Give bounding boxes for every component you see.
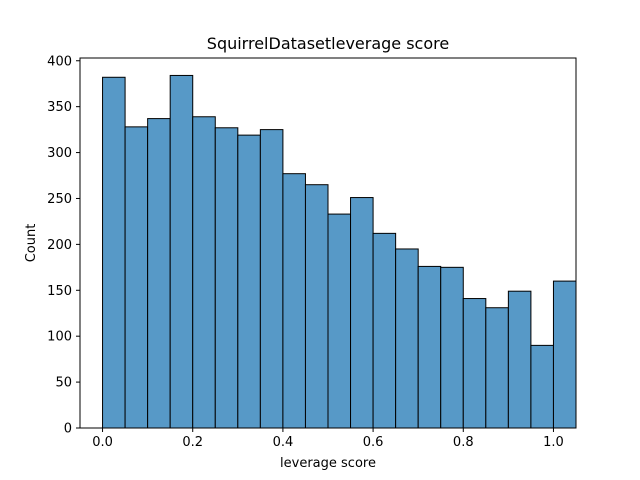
y-axis-ticks: 0 50 100 150 200 250 300 350 400 xyxy=(47,54,80,437)
y-tick-label: 0 xyxy=(64,422,72,437)
histogram-bar xyxy=(192,116,216,429)
histogram-bar xyxy=(530,344,554,429)
x-tick-label: 1.0 xyxy=(543,435,564,450)
y-tick-label: 100 xyxy=(47,330,72,345)
y-tick-label: 150 xyxy=(47,284,72,299)
x-tick-label: 0.0 xyxy=(92,435,113,450)
histogram-bar xyxy=(259,129,284,429)
histogram-bar xyxy=(350,197,374,429)
histogram-bar xyxy=(147,118,171,429)
y-tick-label: 200 xyxy=(47,238,72,253)
chart-title: SquirrelDatasetleverage score xyxy=(207,34,449,53)
histogram-bar xyxy=(485,307,509,429)
plot-frame xyxy=(79,57,577,429)
histogram-bar xyxy=(102,76,126,429)
y-tick-label: 300 xyxy=(47,146,72,161)
histogram-bar xyxy=(395,248,419,429)
histogram-bar xyxy=(552,280,577,429)
histogram-bar xyxy=(507,290,532,429)
histogram-bar xyxy=(372,232,397,429)
y-axis-label: Count xyxy=(24,224,39,263)
histogram-bar xyxy=(462,298,487,429)
x-tick-label: 0.8 xyxy=(453,435,474,450)
y-tick-label: 50 xyxy=(55,376,72,391)
histogram-bar xyxy=(440,266,464,429)
histogram-bar xyxy=(304,184,329,429)
bars-group xyxy=(102,74,577,429)
histogram-bar xyxy=(327,213,352,429)
histogram-bar xyxy=(237,134,261,429)
histogram-bar xyxy=(169,74,194,429)
x-tick-label: 0.2 xyxy=(182,435,203,450)
histogram-bar xyxy=(417,265,442,429)
y-tick-label: 250 xyxy=(47,192,72,207)
histogram-bar xyxy=(214,127,239,429)
y-tick-label: 350 xyxy=(47,100,72,115)
histogram-bar xyxy=(282,173,306,429)
x-axis-ticks: 0.0 0.2 0.4 0.6 0.8 1.0 xyxy=(92,428,564,450)
histogram-bar xyxy=(124,126,149,429)
y-tick-label: 400 xyxy=(47,54,72,69)
x-tick-label: 0.6 xyxy=(363,435,384,450)
x-tick-label: 0.4 xyxy=(273,435,294,450)
x-axis-label: leverage score xyxy=(280,456,376,471)
